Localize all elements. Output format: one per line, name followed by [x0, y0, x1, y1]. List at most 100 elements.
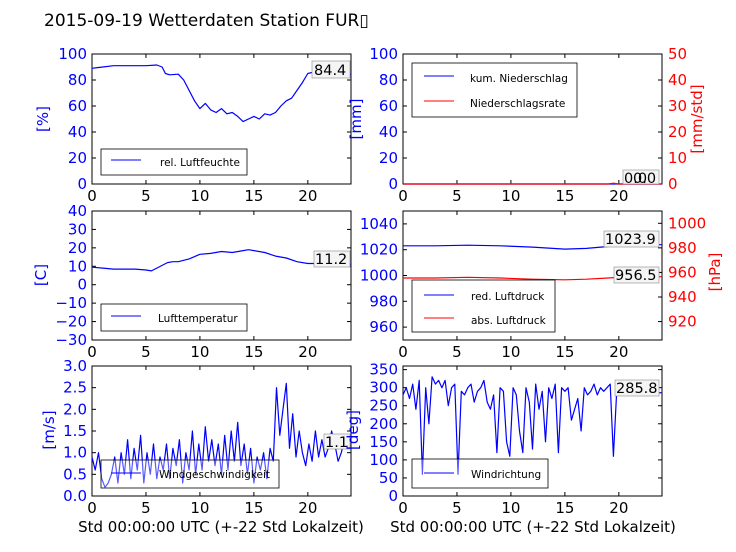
pressure-ylabel-right: [hPa]: [706, 253, 724, 292]
x-tick-label: 20: [609, 343, 628, 361]
x-tick-label: 15: [244, 499, 263, 517]
precipitation-legend: [411, 62, 578, 118]
x-tick-label: 0: [398, 499, 408, 517]
y2-tick-label: 920: [668, 313, 697, 331]
y-tick-label: 1040: [360, 215, 398, 233]
y-tick-label: 60: [68, 97, 87, 115]
y-tick-label: −10: [55, 294, 87, 312]
y2-tick-label: 980: [668, 239, 697, 257]
temperature-legend-label: Lufttemperatur: [158, 313, 238, 325]
x-tick-label: 0: [87, 343, 97, 361]
wind-speed-legend-label: Windgeschwindigkeit: [159, 469, 270, 481]
x-tick-label: 5: [141, 343, 151, 361]
x-tick-label: 10: [501, 499, 520, 517]
y-tick-label: 1020: [360, 241, 398, 259]
pressure-panel: 0 5 10 15 20 960 980 1000 1020 1040 920 940 960 980 10…: [360, 210, 724, 361]
y-tick-label: 1000: [360, 267, 398, 285]
y-tick-label: 960: [369, 318, 398, 336]
y2-tick-label: 20: [668, 123, 687, 141]
y-tick-label: 40: [68, 123, 87, 141]
y-tick-label: 0: [388, 175, 398, 193]
wind-speed-ticks: 0 5 10 15 20 0.0 0.5 1.0 1.5 2.0 2.5 3.0: [63, 357, 351, 517]
pressure-ticks: 0 5 10 15 20 960 980 1000 1020 1040 920 940 960 980 10…: [360, 211, 706, 361]
x-axis-label-left: Std 00:00:00 UTC (+-22 Std Lokalzeit): [78, 518, 364, 536]
y-tick-label: 40: [379, 123, 398, 141]
temperature-legend: [100, 303, 248, 332]
humidity-legend-label: rel. Luftfeuchte: [160, 157, 240, 169]
temperature-lines: [91, 249, 351, 272]
x-tick-label: 0: [87, 187, 97, 205]
x-tick-label: 5: [452, 343, 462, 361]
y2-tick-label: 30: [668, 97, 687, 115]
x-tick-label: 20: [298, 499, 317, 517]
humidity-legend: [100, 148, 248, 176]
y2-tick-label: 960: [668, 263, 697, 281]
y2-tick-label: 1000: [668, 214, 706, 232]
x-tick-label: 15: [555, 499, 574, 517]
x-tick-label: 15: [244, 343, 263, 361]
y-tick-label: 0.0: [63, 487, 87, 505]
humidity-ticks: 0 5 10 15 20 0 20 40 60 80 100: [58, 45, 351, 205]
y-tick-label: −30: [55, 331, 87, 349]
humidity-panel: 0 5 10 15 20 0 20 40 60 80 100 [%] rel. Luftfeucht…: [34, 45, 352, 205]
y-tick-label: −20: [55, 313, 87, 331]
pressure-annotation-1: 1023.9: [605, 232, 656, 248]
x-tick-label: 0: [87, 499, 97, 517]
figure-title: 2015-09-19 Wetterdaten Station FUR▯: [44, 11, 369, 31]
wind-speed-lines: [91, 382, 351, 488]
pressure-legend-label-2: abs. Luftdruck: [471, 315, 547, 327]
wind-direction-annotation-box: [614, 379, 660, 397]
y2-tick-label: 940: [668, 288, 697, 306]
x-tick-label: 20: [609, 499, 628, 517]
y-tick-label: 20: [68, 239, 87, 257]
y-tick-label: 150: [369, 433, 398, 451]
x-tick-label: 20: [298, 187, 317, 205]
precipitation-legend-label-1: kum. Niederschlag: [470, 73, 568, 85]
x-tick-label: 20: [609, 187, 628, 205]
y-tick-label: 1.5: [63, 422, 87, 440]
wind-direction-ylabel: [deg]: [344, 410, 362, 450]
y-tick-label: 30: [68, 220, 87, 238]
x-tick-label: 5: [141, 499, 151, 517]
wind-speed-annotation-box: [323, 433, 351, 450]
y2-tick-label: 50: [668, 45, 687, 63]
y-tick-label: 980: [369, 292, 398, 310]
y-tick-label: 40: [68, 202, 87, 220]
precipitation-ylabel-right: [mm/std]: [688, 84, 706, 153]
y-tick-label: 0.5: [63, 465, 87, 483]
humidity-lines: [91, 64, 352, 123]
wind-speed-legend: [100, 459, 280, 489]
y-tick-label: 2.5: [63, 379, 87, 397]
pressure-annotation-box-2: [613, 266, 660, 284]
x-tick-label: 10: [190, 343, 209, 361]
wind-speed-annotation: 1.1: [325, 435, 348, 451]
x-tick-label: 5: [452, 499, 462, 517]
precipitation-panel: 0 5 10 15 20 0 20 40 60 80 100 0 10 20 30 40 50 [mm] [mm…: [347, 45, 706, 205]
x-tick-label: 20: [298, 343, 317, 361]
x-tick-label: 5: [141, 187, 151, 205]
y-tick-label: 20: [379, 149, 398, 167]
x-tick-label: 0: [398, 343, 408, 361]
y-tick-label: 80: [68, 71, 87, 89]
y-tick-label: 100: [369, 451, 398, 469]
x-tick-label: 15: [244, 187, 263, 205]
series-line: [91, 382, 351, 488]
y2-tick-label: 40: [668, 71, 687, 89]
y-tick-label: 3.0: [63, 357, 87, 375]
y-tick-label: 300: [369, 379, 398, 397]
x-tick-label: 15: [555, 187, 574, 205]
y-tick-label: 1.0: [63, 444, 87, 462]
pressure-legend-label-1: red. Luftdruck: [471, 291, 545, 303]
humidity-ylabel: [%]: [34, 106, 52, 132]
x-tick-label: 10: [501, 343, 520, 361]
humidity-annotation-box: [311, 60, 351, 79]
precipitation-annotation-box: [622, 169, 660, 185]
humidity-annotation: 84.4: [314, 63, 346, 79]
x-tick-label: 5: [452, 187, 462, 205]
y-tick-label: 0: [77, 276, 87, 294]
y-tick-label: 100: [369, 45, 398, 63]
y-tick-label: 0: [388, 487, 398, 505]
